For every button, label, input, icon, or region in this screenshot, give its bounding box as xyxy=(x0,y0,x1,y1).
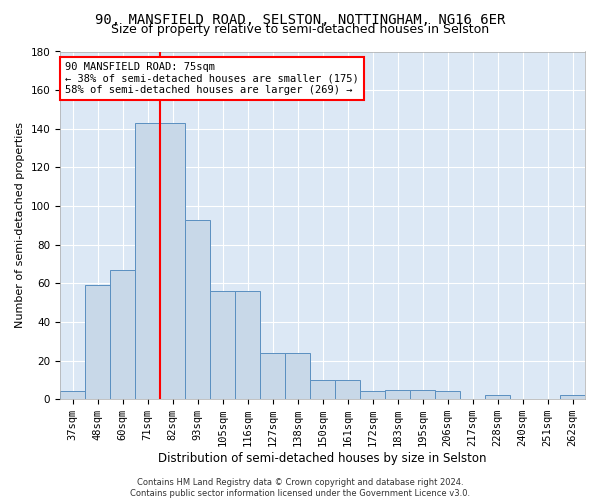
Y-axis label: Number of semi-detached properties: Number of semi-detached properties xyxy=(15,122,25,328)
Bar xyxy=(260,353,285,399)
Bar xyxy=(85,285,110,399)
Text: Contains HM Land Registry data © Crown copyright and database right 2024.
Contai: Contains HM Land Registry data © Crown c… xyxy=(130,478,470,498)
Bar xyxy=(160,123,185,399)
Bar xyxy=(285,353,310,399)
Bar xyxy=(210,291,235,399)
Bar xyxy=(235,291,260,399)
Bar xyxy=(135,123,160,399)
Bar xyxy=(560,396,585,399)
Text: 90, MANSFIELD ROAD, SELSTON, NOTTINGHAM, NG16 6ER: 90, MANSFIELD ROAD, SELSTON, NOTTINGHAM,… xyxy=(95,12,505,26)
Text: Size of property relative to semi-detached houses in Selston: Size of property relative to semi-detach… xyxy=(111,22,489,36)
X-axis label: Distribution of semi-detached houses by size in Selston: Distribution of semi-detached houses by … xyxy=(158,452,487,465)
Bar xyxy=(335,380,360,399)
Bar xyxy=(60,392,85,399)
Bar xyxy=(435,392,460,399)
Bar xyxy=(385,390,410,399)
Text: 90 MANSFIELD ROAD: 75sqm
← 38% of semi-detached houses are smaller (175)
58% of : 90 MANSFIELD ROAD: 75sqm ← 38% of semi-d… xyxy=(65,62,359,95)
Bar xyxy=(110,270,135,399)
Bar xyxy=(310,380,335,399)
Bar xyxy=(485,396,510,399)
Bar xyxy=(410,390,435,399)
Bar xyxy=(360,392,385,399)
Bar xyxy=(185,220,210,399)
